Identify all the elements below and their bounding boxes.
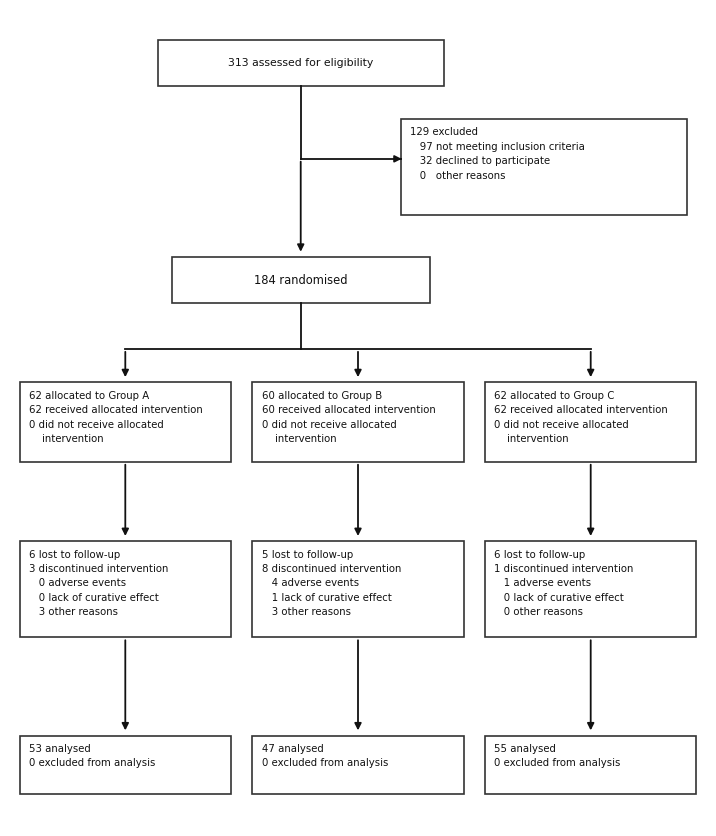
FancyBboxPatch shape (253, 542, 464, 638)
Text: 129 excluded
   97 not meeting inclusion criteria
   32 declined to participate
: 129 excluded 97 not meeting inclusion cr… (410, 128, 585, 181)
Text: 62 allocated to Group A
62 received allocated intervention
0 did not receive all: 62 allocated to Group A 62 received allo… (29, 391, 203, 444)
Text: 55 analysed
0 excluded from analysis: 55 analysed 0 excluded from analysis (494, 744, 621, 768)
Text: 6 lost to follow-up
3 discontinued intervention
   0 adverse events
   0 lack of: 6 lost to follow-up 3 discontinued inter… (29, 550, 168, 617)
FancyBboxPatch shape (485, 383, 696, 461)
FancyBboxPatch shape (485, 542, 696, 638)
Text: 6 lost to follow-up
1 discontinued intervention
   1 adverse events
   0 lack of: 6 lost to follow-up 1 discontinued inter… (494, 550, 634, 617)
Text: 62 allocated to Group C
62 received allocated intervention
0 did not receive all: 62 allocated to Group C 62 received allo… (494, 391, 668, 444)
Text: 60 allocated to Group B
60 received allocated intervention
0 did not receive all: 60 allocated to Group B 60 received allo… (262, 391, 435, 444)
FancyBboxPatch shape (253, 736, 464, 794)
FancyBboxPatch shape (401, 120, 687, 216)
FancyBboxPatch shape (253, 383, 464, 461)
Text: 53 analysed
0 excluded from analysis: 53 analysed 0 excluded from analysis (29, 744, 155, 768)
Text: 47 analysed
0 excluded from analysis: 47 analysed 0 excluded from analysis (262, 744, 388, 768)
FancyBboxPatch shape (19, 383, 231, 461)
FancyBboxPatch shape (485, 736, 696, 794)
Text: 313 assessed for eligibility: 313 assessed for eligibility (228, 58, 373, 68)
FancyBboxPatch shape (158, 39, 444, 85)
Text: 184 randomised: 184 randomised (254, 273, 347, 287)
FancyBboxPatch shape (19, 542, 231, 638)
FancyBboxPatch shape (19, 736, 231, 794)
Text: 5 lost to follow-up
8 discontinued intervention
   4 adverse events
   1 lack of: 5 lost to follow-up 8 discontinued inter… (262, 550, 401, 617)
FancyBboxPatch shape (172, 257, 430, 303)
